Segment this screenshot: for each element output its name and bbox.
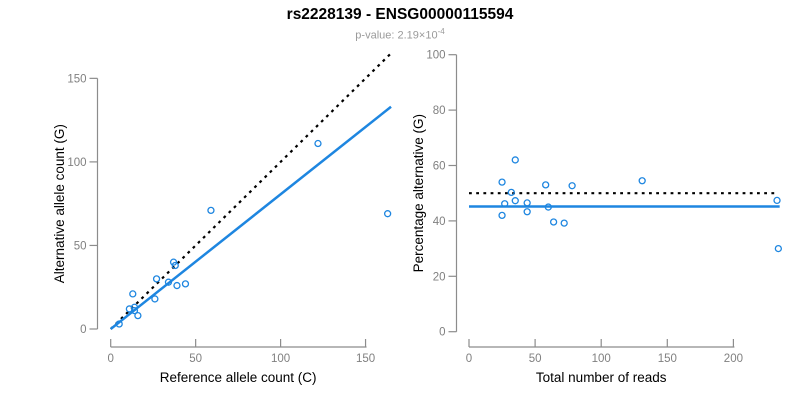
x-tick-label: 150 [658, 353, 677, 365]
data-point [181, 280, 190, 288]
x-tick-label: 150 [356, 353, 375, 365]
data-point [501, 200, 509, 208]
y-tick-label: 40 [433, 216, 446, 228]
x-tick-label: 50 [529, 353, 542, 365]
data-point [173, 281, 181, 290]
y-tick-label: 60 [433, 161, 446, 173]
x-tick-label: 200 [724, 353, 743, 365]
y-axis-title: Percentage alternative (G) [411, 114, 426, 272]
data-point [498, 211, 506, 220]
data-point [549, 218, 558, 226]
x-tick-label: 0 [107, 353, 113, 365]
data-point [511, 197, 519, 205]
data-point [383, 210, 392, 218]
y-axis-title: Alternative allele count (G) [52, 124, 67, 283]
data-point [511, 156, 519, 164]
x-tick-label: 100 [271, 353, 290, 365]
data-point [134, 311, 142, 320]
y-tick-label: 50 [74, 240, 87, 252]
pvalue-text: p-value: 2.19×10 [355, 29, 438, 42]
data-point [773, 196, 781, 205]
y-tick-label: 150 [67, 73, 86, 85]
data-point [544, 203, 552, 211]
y-tick-label: 100 [426, 50, 445, 62]
data-point [498, 178, 506, 186]
data-point [164, 278, 173, 286]
x-axis-title: Total number of reads [536, 370, 667, 385]
pvalue-exponent: -4 [437, 27, 445, 36]
data-point [115, 320, 123, 328]
y-tick-label: 100 [67, 157, 86, 169]
data-point [560, 219, 568, 227]
data-point [207, 206, 215, 215]
x-tick-label: 0 [466, 353, 472, 365]
data-point [130, 303, 139, 311]
y-tick-label: 0 [80, 324, 86, 336]
data-point [151, 295, 159, 303]
data-point [507, 188, 515, 197]
x-tick-label: 50 [189, 353, 202, 365]
fit-line [109, 105, 392, 330]
data-point [542, 181, 550, 189]
plot-subtitle: p-value: 2.19×10-4 [0, 27, 800, 42]
plot-title: rs2228139 - ENSG00000115594 [286, 6, 514, 23]
data-point [129, 290, 137, 298]
data-point [568, 182, 576, 190]
data-point [523, 199, 531, 207]
data-point [130, 306, 139, 315]
y-tick-label: 20 [433, 271, 446, 283]
data-point [523, 208, 531, 216]
data-point [774, 244, 782, 253]
y-tick-label: 0 [439, 327, 445, 339]
data-point [152, 275, 161, 283]
x-tick-label: 100 [592, 353, 611, 365]
data-point [314, 139, 322, 148]
x-axis-title: Reference allele count (C) [160, 370, 317, 385]
data-point [171, 261, 179, 270]
y-tick-label: 80 [433, 105, 446, 117]
identity-dashed-line [109, 52, 392, 330]
data-point [638, 177, 646, 185]
plot-header: rs2228139 - ENSG00000115594 p-value: 2.1… [0, 6, 800, 42]
